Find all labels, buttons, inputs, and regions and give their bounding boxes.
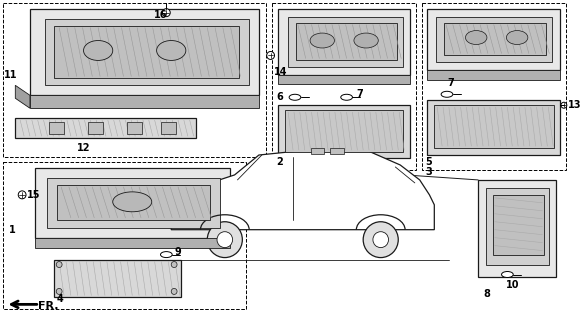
Polygon shape bbox=[493, 195, 544, 255]
Polygon shape bbox=[171, 150, 434, 230]
Circle shape bbox=[267, 52, 275, 60]
Polygon shape bbox=[436, 17, 552, 62]
Text: 3: 3 bbox=[425, 167, 432, 177]
Ellipse shape bbox=[310, 33, 335, 48]
Bar bbox=[272, 3, 416, 170]
Polygon shape bbox=[428, 9, 560, 70]
Polygon shape bbox=[54, 26, 239, 78]
Polygon shape bbox=[296, 23, 398, 60]
Bar bbox=[311, 148, 324, 154]
Circle shape bbox=[561, 102, 567, 108]
Polygon shape bbox=[444, 23, 546, 55]
Circle shape bbox=[56, 261, 62, 268]
Ellipse shape bbox=[157, 41, 186, 60]
Polygon shape bbox=[48, 178, 220, 228]
Ellipse shape bbox=[341, 94, 353, 100]
Polygon shape bbox=[35, 168, 230, 238]
Polygon shape bbox=[288, 17, 403, 68]
Bar bbox=[161, 122, 176, 134]
Polygon shape bbox=[35, 238, 230, 248]
Ellipse shape bbox=[466, 31, 487, 44]
Polygon shape bbox=[15, 118, 196, 138]
Text: 5: 5 bbox=[425, 157, 432, 167]
Polygon shape bbox=[278, 9, 410, 76]
Polygon shape bbox=[45, 19, 249, 85]
Bar bbox=[88, 122, 103, 134]
Polygon shape bbox=[15, 85, 30, 108]
Polygon shape bbox=[30, 95, 259, 108]
Circle shape bbox=[171, 261, 177, 268]
Circle shape bbox=[56, 288, 62, 294]
Circle shape bbox=[373, 232, 389, 248]
Text: 13: 13 bbox=[568, 100, 581, 110]
Ellipse shape bbox=[354, 33, 378, 48]
Ellipse shape bbox=[502, 271, 513, 277]
Circle shape bbox=[207, 222, 242, 258]
Polygon shape bbox=[278, 105, 410, 158]
Ellipse shape bbox=[161, 252, 172, 258]
Polygon shape bbox=[30, 9, 259, 95]
Polygon shape bbox=[434, 105, 554, 148]
Text: 7: 7 bbox=[447, 78, 454, 88]
Text: FR.: FR. bbox=[38, 301, 58, 311]
Text: 9: 9 bbox=[174, 247, 181, 257]
Ellipse shape bbox=[506, 31, 528, 44]
Text: 14: 14 bbox=[274, 68, 287, 77]
Polygon shape bbox=[428, 70, 560, 80]
Circle shape bbox=[162, 9, 171, 17]
Text: 1: 1 bbox=[9, 225, 15, 235]
Text: 10: 10 bbox=[505, 280, 519, 291]
Text: 11: 11 bbox=[3, 70, 17, 80]
Polygon shape bbox=[278, 76, 410, 84]
Bar bbox=[3, 162, 246, 309]
Circle shape bbox=[217, 232, 233, 248]
Polygon shape bbox=[486, 188, 549, 265]
Ellipse shape bbox=[441, 91, 453, 97]
Bar bbox=[3, 3, 266, 157]
Text: 12: 12 bbox=[77, 143, 90, 153]
Bar bbox=[127, 122, 142, 134]
Ellipse shape bbox=[84, 41, 113, 60]
Text: 15: 15 bbox=[27, 190, 41, 200]
Circle shape bbox=[171, 288, 177, 294]
Text: 8: 8 bbox=[483, 289, 490, 300]
Bar bbox=[421, 3, 566, 170]
Ellipse shape bbox=[113, 192, 152, 212]
Polygon shape bbox=[478, 180, 556, 277]
Text: 4: 4 bbox=[56, 294, 63, 304]
Text: 16: 16 bbox=[154, 10, 167, 20]
Bar bbox=[49, 122, 64, 134]
Bar bbox=[330, 148, 344, 154]
Ellipse shape bbox=[289, 94, 301, 100]
Text: 2: 2 bbox=[276, 157, 283, 167]
Polygon shape bbox=[285, 110, 403, 152]
Text: 6: 6 bbox=[276, 92, 283, 102]
Polygon shape bbox=[54, 260, 181, 297]
Circle shape bbox=[18, 191, 26, 199]
Polygon shape bbox=[57, 185, 210, 220]
Polygon shape bbox=[428, 100, 560, 155]
Text: 7: 7 bbox=[356, 89, 363, 99]
Circle shape bbox=[363, 222, 398, 258]
